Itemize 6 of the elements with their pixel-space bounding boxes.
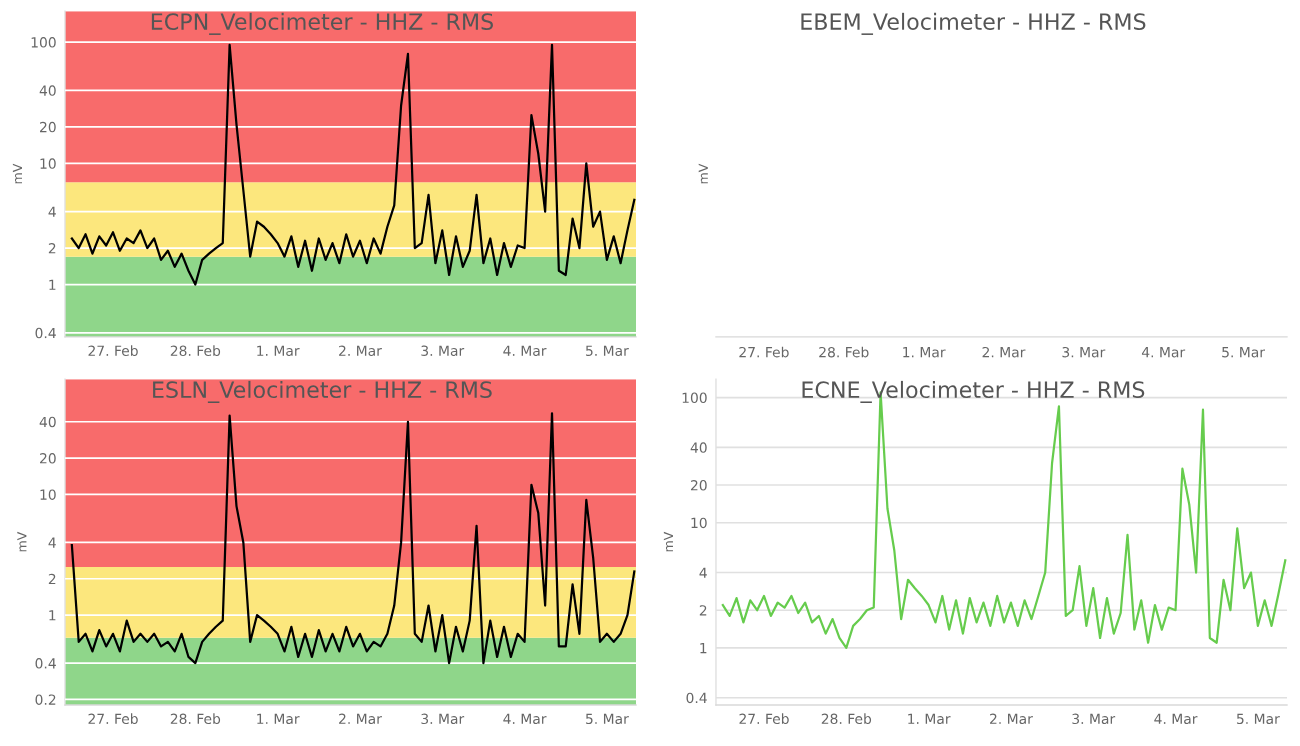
- chart-title: ECPN_Velocimeter - HHZ - RMS: [151, 12, 493, 35]
- line-series: [70, 412, 636, 665]
- chart-title: ECNE_Velocimeter - HHZ - RMS: [802, 380, 1145, 404]
- text: EBEM_Velocimeter - HHZ - RMS: [801, 12, 1146, 35]
- chart-title: ESLN_Velocimeter - HHZ - RMS: [153, 380, 492, 404]
- line-series: [70, 43, 636, 286]
